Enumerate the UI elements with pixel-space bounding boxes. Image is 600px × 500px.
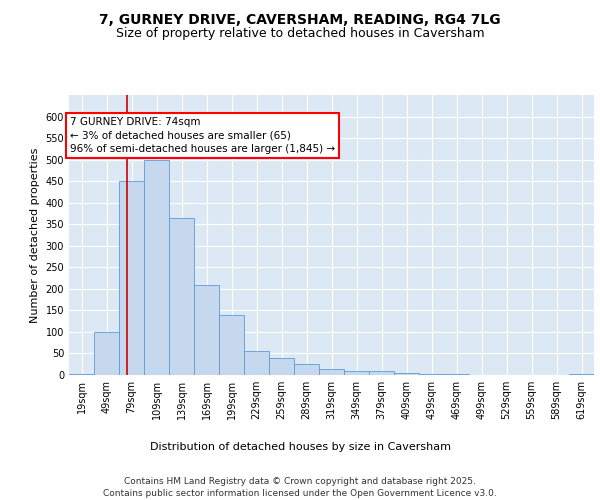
Bar bbox=[69, 374, 94, 375]
Text: Size of property relative to detached houses in Caversham: Size of property relative to detached ho… bbox=[116, 28, 484, 40]
Bar bbox=[194, 284, 219, 375]
Bar bbox=[344, 370, 369, 375]
Bar bbox=[444, 374, 469, 375]
Text: Distribution of detached houses by size in Caversham: Distribution of detached houses by size … bbox=[149, 442, 451, 452]
Text: 7 GURNEY DRIVE: 74sqm
← 3% of detached houses are smaller (65)
96% of semi-detac: 7 GURNEY DRIVE: 74sqm ← 3% of detached h… bbox=[70, 118, 335, 154]
Bar bbox=[244, 352, 269, 375]
Bar bbox=[94, 332, 119, 375]
Text: Contains HM Land Registry data © Crown copyright and database right 2025.
Contai: Contains HM Land Registry data © Crown c… bbox=[103, 476, 497, 498]
Bar bbox=[319, 368, 344, 375]
Bar bbox=[119, 181, 144, 375]
Y-axis label: Number of detached properties: Number of detached properties bbox=[30, 148, 40, 322]
Bar bbox=[144, 160, 169, 375]
Bar bbox=[294, 364, 319, 375]
Bar bbox=[369, 370, 394, 375]
Bar bbox=[569, 374, 594, 375]
Text: 7, GURNEY DRIVE, CAVERSHAM, READING, RG4 7LG: 7, GURNEY DRIVE, CAVERSHAM, READING, RG4… bbox=[99, 12, 501, 26]
Bar bbox=[419, 374, 444, 375]
Bar bbox=[219, 314, 244, 375]
Bar bbox=[169, 218, 194, 375]
Bar bbox=[394, 373, 419, 375]
Bar bbox=[269, 358, 294, 375]
